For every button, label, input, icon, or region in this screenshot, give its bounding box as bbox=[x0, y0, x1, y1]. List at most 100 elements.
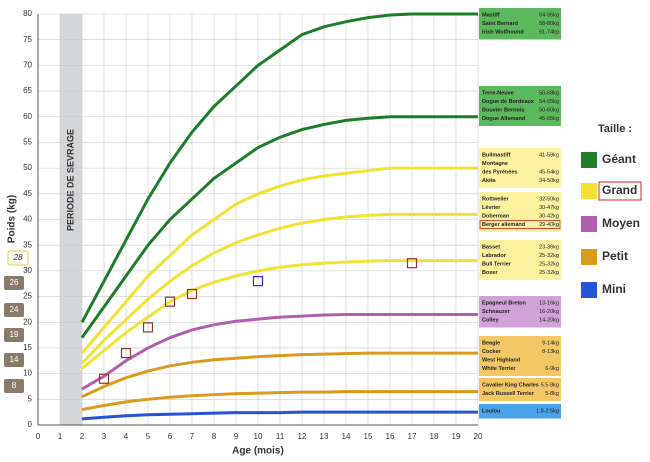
breed-name: Dogue de Bordeaux bbox=[482, 99, 535, 105]
x-tick-label: 3 bbox=[102, 432, 107, 441]
y-tick-label: 35 bbox=[23, 240, 32, 249]
x-tick-label: 1 bbox=[58, 432, 63, 441]
badge bbox=[4, 276, 24, 290]
breed-weight: 5-8kg bbox=[545, 391, 559, 397]
breed-name: Cavalier King Charles bbox=[482, 382, 539, 388]
marker bbox=[252, 276, 264, 287]
x-tick-label: 17 bbox=[408, 432, 417, 441]
breed-name: White Terrier bbox=[482, 366, 516, 372]
y-axis-label: Poids (kg) bbox=[7, 195, 18, 243]
breed-weight: 41-59kg bbox=[539, 152, 559, 158]
growth-curve bbox=[81, 259, 478, 370]
x-tick-label: 12 bbox=[298, 432, 307, 441]
breed-weight: 50-68kg bbox=[539, 90, 559, 96]
breed-name: Bouvier Bernois bbox=[482, 107, 524, 113]
breed-weight: 1.8-2.5kg bbox=[536, 408, 559, 414]
y-tick-label: 75 bbox=[23, 35, 32, 44]
breed-name: Basset bbox=[482, 244, 500, 250]
breed-name: Saint Bernard bbox=[482, 21, 518, 27]
x-tick-label: 4 bbox=[124, 432, 129, 441]
breed-panel bbox=[479, 86, 561, 126]
y-tick-label: 20 bbox=[23, 317, 32, 326]
legend-swatch bbox=[581, 152, 597, 168]
growth-curve bbox=[80, 115, 478, 339]
legend-label: Petit bbox=[602, 249, 628, 263]
breed-name: Berger allemand bbox=[482, 222, 525, 228]
breed-weight: 45-65kg bbox=[539, 116, 559, 122]
badge-label: 8 bbox=[12, 381, 17, 390]
growth-curve bbox=[81, 351, 478, 399]
breed-panel bbox=[479, 378, 561, 401]
highlight bbox=[479, 220, 561, 229]
badge bbox=[4, 303, 24, 317]
breed-name: Mastiff bbox=[482, 12, 500, 18]
y-tick-label: 25 bbox=[23, 292, 32, 301]
y-tick-label: 5 bbox=[28, 394, 33, 403]
breed-name: Montagne bbox=[482, 161, 508, 167]
x-tick-label: 10 bbox=[254, 432, 263, 441]
y-tick-label: 60 bbox=[23, 112, 32, 121]
breed-panel bbox=[479, 404, 561, 419]
x-tick-label: 20 bbox=[474, 432, 483, 441]
legend-swatch bbox=[581, 183, 597, 199]
breed-weight: 54-65kg bbox=[539, 99, 559, 105]
legend-swatch bbox=[581, 216, 597, 232]
breed-name: Cocker bbox=[482, 349, 502, 355]
breed-name: Jack Russell Terrier bbox=[482, 391, 535, 397]
breed-panel bbox=[479, 296, 561, 328]
breed-weight: 25-32kg bbox=[539, 270, 559, 276]
breed-panel bbox=[479, 192, 561, 232]
x-tick-label: 15 bbox=[364, 432, 373, 441]
growth-curve bbox=[80, 166, 478, 355]
growth-curve bbox=[81, 390, 478, 412]
breed-name: Bull Terrier bbox=[482, 261, 512, 267]
x-tick-label: 13 bbox=[320, 432, 329, 441]
breed-name: Boxer bbox=[482, 270, 498, 276]
breed-panel bbox=[479, 336, 561, 376]
breed-name: Irish Wolfhound bbox=[482, 29, 524, 35]
breed-weight: 50-60kg bbox=[539, 107, 559, 113]
badge-label: 26 bbox=[10, 278, 19, 287]
x-tick-label: 14 bbox=[342, 432, 351, 441]
breed-weight: 61-74kg bbox=[539, 29, 559, 35]
y-tick-label: 30 bbox=[23, 266, 32, 275]
badge bbox=[4, 328, 24, 342]
breed-name: Akita bbox=[482, 178, 496, 184]
x-tick-label: 7 bbox=[190, 432, 195, 441]
badge bbox=[7, 250, 29, 266]
breed-name: Doberman bbox=[482, 213, 510, 219]
marker bbox=[120, 347, 132, 359]
breed-panel bbox=[479, 148, 561, 188]
growth-curve bbox=[81, 410, 478, 421]
y-tick-label: 40 bbox=[23, 215, 32, 224]
breed-weight: 32-50kg bbox=[539, 196, 559, 202]
breed-name: Schnauzer bbox=[482, 309, 511, 315]
y-tick-label: 65 bbox=[23, 86, 32, 95]
legend-label: Géant bbox=[602, 152, 636, 166]
growth-curve bbox=[80, 12, 478, 323]
breed-name: Bullmastiff bbox=[482, 152, 511, 158]
breed-weight: 23-36kg bbox=[539, 244, 559, 250]
marker bbox=[98, 373, 110, 384]
breed-panel bbox=[479, 8, 561, 40]
x-axis-label: Age (mois) bbox=[232, 446, 284, 457]
x-tick-label: 6 bbox=[168, 432, 173, 441]
breed-weight: 45-54kg bbox=[539, 169, 559, 175]
marker bbox=[164, 296, 176, 307]
breed-weight: 6-9kg bbox=[545, 366, 559, 372]
legend-label: Grand bbox=[602, 183, 637, 197]
breed-name: Colley bbox=[482, 317, 499, 323]
breed-weight: 34-50kg bbox=[539, 178, 559, 184]
y-tick-label: 0 bbox=[28, 420, 33, 429]
breed-name: Loulou bbox=[482, 408, 500, 414]
breed-weight: 13-16kg bbox=[539, 300, 559, 306]
breed-name: Labrador bbox=[482, 253, 507, 259]
breed-weight: 58-80kg bbox=[539, 21, 559, 27]
breed-name: Epagneul Breton bbox=[482, 300, 527, 306]
x-tick-label: 18 bbox=[430, 432, 439, 441]
marker bbox=[142, 322, 154, 333]
x-tick-label: 9 bbox=[234, 432, 239, 441]
x-tick-label: 8 bbox=[212, 432, 217, 441]
badge bbox=[4, 379, 24, 393]
x-tick-label: 16 bbox=[386, 432, 395, 441]
